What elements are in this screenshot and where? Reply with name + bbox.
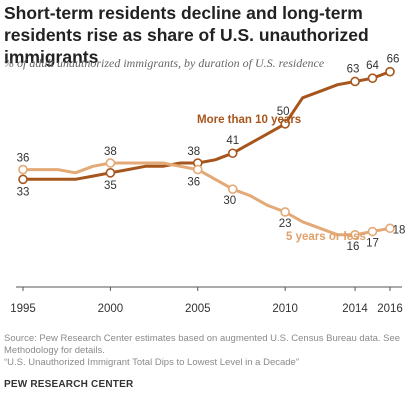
data-label: 18: [393, 224, 406, 236]
data-point: [18, 174, 28, 185]
data-point: [105, 158, 116, 168]
data-label: 50: [277, 106, 290, 118]
data-point: [367, 226, 378, 237]
data-label: 35: [104, 180, 117, 192]
source-note: Source: Pew Research Center estimates ba…: [4, 333, 401, 356]
line-chart: 33 35 38 41 50 63 64 66 36 38 36 30 23 16 17 18 1995 200…: [10, 54, 406, 315]
series-lines: [23, 70, 391, 237]
pew-logo-text: PEW RESEARCH CENTER: [4, 379, 134, 390]
data-point: [350, 76, 360, 87]
x-tick-label: 2000: [98, 303, 124, 315]
data-label: 30: [223, 195, 236, 207]
data-point: [367, 73, 378, 83]
chart-subtitle: % of adult unauthorized immigrants, by d…: [4, 56, 325, 70]
series-markers: [18, 66, 395, 240]
data-label: 66: [387, 54, 400, 66]
data-label: 38: [187, 146, 200, 158]
x-tick-label: 2005: [185, 303, 211, 315]
data-point: [385, 223, 395, 234]
data-label: 16: [347, 241, 360, 253]
series-label-5-years-or-less: 5 years or less: [286, 231, 366, 243]
x-tick-label: 2016: [377, 303, 403, 315]
data-label: 33: [17, 186, 30, 198]
series-line-1: [23, 161, 391, 237]
series-label-more-than-10-years: More than 10 years: [197, 114, 301, 126]
data-point: [105, 168, 116, 178]
x-tick-label: 1995: [10, 303, 36, 315]
data-label: 64: [366, 60, 379, 72]
data-point: [227, 148, 238, 159]
series-line-0: [23, 70, 391, 181]
chart-title: Short-term residents decline and long-te…: [4, 3, 369, 67]
data-label: 36: [17, 153, 30, 165]
data-label: 36: [187, 177, 200, 189]
data-label: 63: [347, 63, 360, 75]
x-tick-label: 2010: [272, 303, 298, 315]
data-point: [280, 207, 290, 217]
data-label: 17: [366, 238, 379, 250]
data-label: 38: [104, 146, 117, 158]
x-axis-ticks: 1995 2000 2005 2010 2014 2016: [10, 287, 403, 315]
report-title: “U.S. Unauthorized Immigrant Total Dips …: [4, 357, 299, 368]
data-point: [18, 164, 28, 175]
data-point: [350, 230, 360, 240]
data-point: [227, 184, 238, 194]
x-tick-label: 2014: [342, 303, 368, 315]
data-point: [385, 66, 395, 77]
value-labels: 33 35 38 41 50 63 64 66 36 38 36 30 23 16 17 18: [17, 54, 406, 253]
data-label: 41: [226, 135, 239, 147]
data-label: 23: [279, 218, 292, 230]
data-point: [192, 164, 203, 175]
data-point: [280, 119, 290, 129]
